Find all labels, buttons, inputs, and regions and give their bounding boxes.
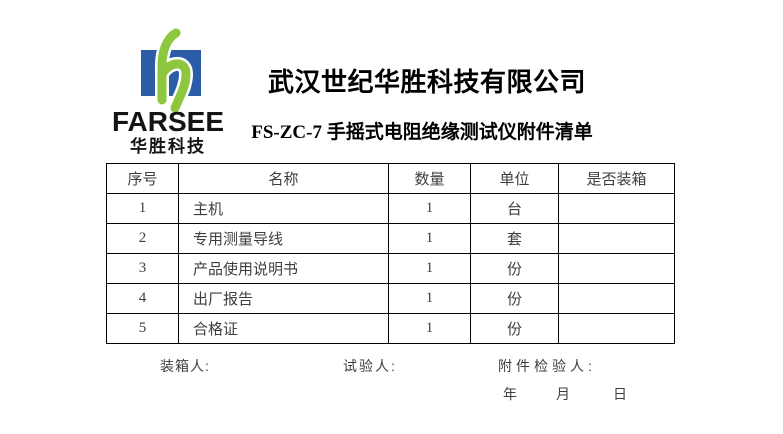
header-packed: 是否装箱: [558, 163, 675, 194]
packer-signature-label: 装箱人:: [160, 358, 210, 374]
cell-packed: [558, 283, 675, 314]
cell-quantity: 1: [388, 283, 471, 314]
company-title: 武汉世纪华胜科技有限公司: [267, 67, 586, 97]
cell-packed: [558, 253, 675, 284]
cell-serial-no: 4: [106, 283, 179, 314]
header-quantity: 数量: [388, 163, 471, 194]
table-row: 3 产品使用说明书 1 份: [106, 253, 675, 284]
cell-packed: [558, 223, 675, 254]
cell-quantity: 1: [388, 313, 471, 344]
header-unit: 单位: [470, 163, 559, 194]
farsee-logo-icon: [141, 26, 201, 114]
cell-unit: 份: [470, 313, 559, 344]
cell-quantity: 1: [388, 193, 471, 224]
cell-quantity: 1: [388, 253, 471, 284]
cell-item-name: 产品使用说明书: [178, 253, 389, 284]
table-row: 4 出厂报告 1 份: [106, 283, 675, 314]
cell-serial-no: 1: [106, 193, 179, 224]
table-row: 5 合格证 1 份: [106, 313, 675, 344]
inspector-signature-label: 附件检验人:: [498, 358, 596, 374]
cell-item-name: 合格证: [178, 313, 389, 344]
date-day-label: 日: [613, 386, 627, 402]
cell-item-name: 出厂报告: [178, 283, 389, 314]
header-item-name: 名称: [178, 163, 389, 194]
cell-quantity: 1: [388, 223, 471, 254]
cell-packed: [558, 193, 675, 224]
cell-serial-no: 5: [106, 313, 179, 344]
cell-unit: 套: [470, 223, 559, 254]
date-month-label: 月: [556, 386, 570, 402]
company-logo: FARSEE 华胜科技: [101, 26, 235, 157]
table-row: 2 专用测量导线 1 套: [106, 223, 675, 254]
cell-unit: 份: [470, 253, 559, 284]
attachment-table: 序号 名称 数量 单位 是否装箱 1 主机 1 台 2 专用测量导线 1 套 3…: [106, 163, 675, 344]
header-serial-no: 序号: [106, 163, 179, 194]
cell-item-name: 主机: [178, 193, 389, 224]
cell-item-name: 专用测量导线: [178, 223, 389, 254]
tester-signature-label: 试验人:: [343, 358, 397, 374]
table-header-row: 序号 名称 数量 单位 是否装箱: [106, 163, 675, 194]
cell-unit: 台: [470, 193, 559, 224]
cell-serial-no: 2: [106, 223, 179, 254]
document-subtitle: FS-ZC-7 手摇式电阻绝缘测试仪附件清单: [251, 122, 593, 143]
cell-unit: 份: [470, 283, 559, 314]
brand-name-cn: 华胜科技: [130, 137, 206, 156]
table-row: 1 主机 1 台: [106, 193, 675, 224]
date-year-label: 年: [503, 386, 517, 402]
brand-name-en: FARSEE: [111, 106, 225, 137]
cell-serial-no: 3: [106, 253, 179, 284]
cell-packed: [558, 313, 675, 344]
